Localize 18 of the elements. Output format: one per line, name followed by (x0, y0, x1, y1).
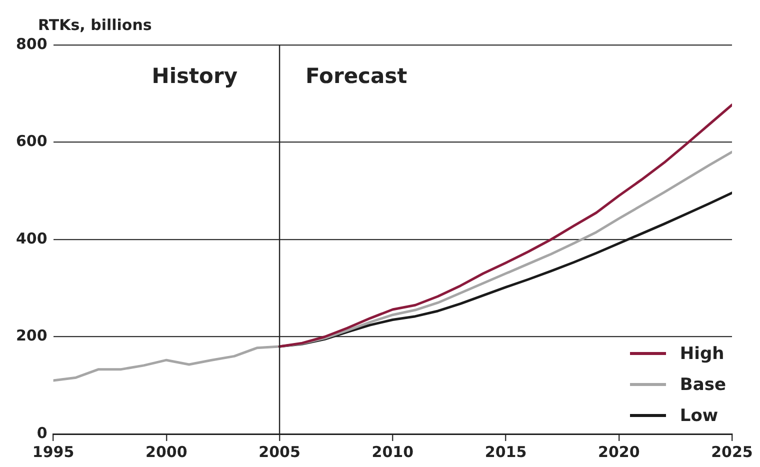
x-tick-label: 1995 (32, 442, 74, 461)
legend-label: High (680, 344, 724, 364)
y-tick-label: 200 (16, 326, 48, 345)
y-tick-label: 0 (36, 424, 48, 442)
x-tick-label: 2015 (484, 442, 527, 461)
y-axis-title: RTKs, billions (38, 16, 152, 34)
legend-label: Low (680, 406, 718, 426)
x-tick-label: 2020 (598, 442, 640, 461)
annotation: Forecast (306, 64, 408, 88)
y-tick-label: 800 (16, 34, 48, 53)
y-tick-label: 600 (16, 132, 48, 150)
x-tick-label: 2005 (258, 442, 300, 461)
x-tick-label: 2025 (711, 442, 753, 461)
y-tick-label: 400 (16, 229, 48, 248)
x-tick-label: 2000 (146, 442, 188, 461)
annotation: History (152, 64, 238, 88)
x-tick-label: 2010 (372, 442, 414, 461)
legend-label: Base (680, 374, 726, 394)
